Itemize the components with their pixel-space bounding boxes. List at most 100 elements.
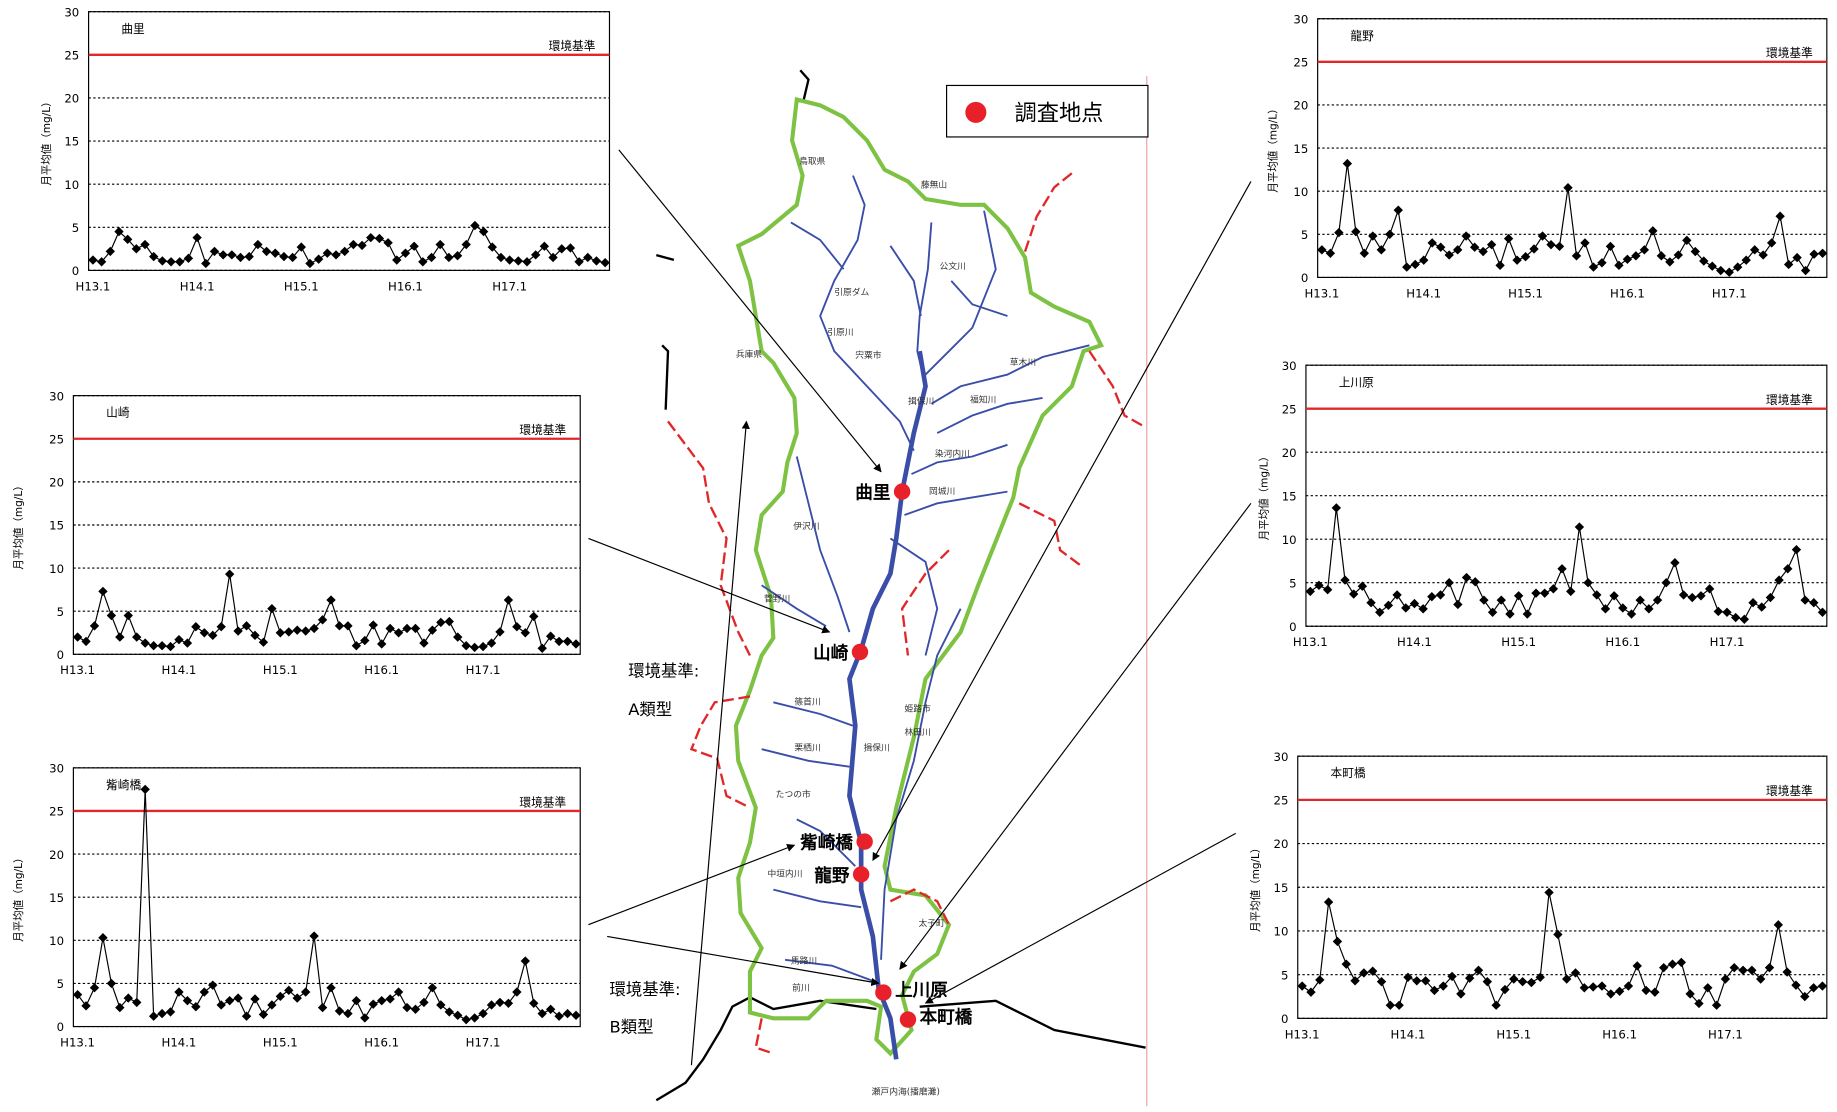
- data-point: [1315, 975, 1325, 985]
- data-point: [520, 956, 530, 966]
- data-point: [1703, 983, 1713, 993]
- data-point: [1696, 591, 1706, 601]
- station-label: 觜崎橋: [800, 833, 853, 854]
- x-tick-label: H13.1: [1285, 1027, 1320, 1041]
- x-tick-label: H17.1: [1712, 286, 1747, 300]
- data-point: [1401, 603, 1411, 613]
- data-point: [1479, 595, 1489, 605]
- data-point: [270, 248, 280, 258]
- data-point: [267, 1000, 277, 1010]
- y-tick-label: 10: [1274, 925, 1289, 939]
- reference-label: 環境基準: [1766, 46, 1813, 60]
- data-point: [1512, 255, 1522, 265]
- data-point: [309, 931, 319, 941]
- data-point: [279, 251, 289, 262]
- data-point: [469, 642, 480, 653]
- data-point: [1722, 607, 1732, 617]
- map-legend: 調査地点: [946, 84, 1149, 138]
- data-point: [233, 626, 243, 636]
- data-point: [1687, 592, 1697, 603]
- data-point: [1350, 976, 1360, 986]
- map-label: 岡城川: [929, 486, 955, 497]
- data-point: [1800, 265, 1811, 276]
- data-point: [537, 643, 547, 653]
- data-point: [418, 257, 428, 267]
- y-axis-label: 月平均値（mg/L）: [12, 852, 25, 941]
- y-tick-label: 20: [49, 476, 64, 490]
- x-tick-label: H13.1: [1304, 286, 1339, 300]
- data-point: [1614, 260, 1624, 271]
- data-point: [267, 603, 277, 614]
- data-point: [199, 628, 209, 638]
- x-tick-label: H13.1: [60, 663, 95, 677]
- main-river: [847, 350, 928, 1060]
- station-dot: [899, 1011, 917, 1028]
- data-point: [478, 641, 488, 652]
- y-tick-label: 25: [64, 49, 79, 63]
- x-tick-label: H14.1: [1391, 1027, 1426, 1041]
- data-point: [1711, 1000, 1722, 1010]
- data-point: [1410, 259, 1420, 270]
- reference-label: 環境基準: [519, 423, 566, 437]
- data-point: [1639, 245, 1650, 255]
- y-axis-label: 月平均値（mg/L）: [1257, 451, 1270, 540]
- data-point: [191, 622, 201, 632]
- data-point: [545, 1004, 556, 1014]
- arrow: [588, 843, 796, 926]
- data-point: [224, 996, 235, 1006]
- y-tick-label: 0: [1281, 1012, 1288, 1026]
- data-point: [402, 1002, 412, 1013]
- y-tick-label: 25: [49, 805, 64, 819]
- legend-label: 調査地点: [1014, 101, 1103, 127]
- data-point: [208, 980, 218, 990]
- data-point: [452, 251, 463, 261]
- data-point: [427, 625, 438, 635]
- data-point: [1470, 577, 1480, 587]
- data-point: [122, 234, 133, 245]
- map-label: 栗栖川: [794, 741, 820, 753]
- x-tick-label: H17.1: [466, 663, 501, 677]
- data-point: [385, 994, 395, 1004]
- data-point: [1588, 982, 1598, 992]
- map-label: 引原川: [827, 327, 853, 338]
- data-point: [322, 248, 333, 258]
- data-point: [140, 638, 150, 648]
- data-point: [1791, 980, 1801, 990]
- data-point: [1783, 564, 1793, 574]
- tributaries: [761, 175, 1090, 982]
- data-point: [1667, 959, 1678, 969]
- x-tick-label: H15.1: [1501, 635, 1536, 649]
- data-point: [1427, 591, 1437, 602]
- y-tick-label: 30: [64, 5, 79, 19]
- data-point: [1461, 572, 1472, 583]
- map-label: 篠首川: [794, 696, 820, 708]
- y-axis-label: 月平均値（mg/L）: [1249, 843, 1262, 932]
- map-label: 草木川: [1010, 356, 1036, 368]
- data-point: [1332, 936, 1343, 947]
- data-point: [1323, 897, 1334, 907]
- chart-title: 本町橋: [1331, 766, 1366, 780]
- data-point: [1707, 261, 1717, 271]
- x-tick-label: H17.1: [1708, 1027, 1743, 1041]
- data-point: [571, 639, 581, 649]
- data-point: [402, 623, 412, 634]
- data-point: [1385, 229, 1395, 239]
- data-point: [1554, 241, 1565, 252]
- station-label: 本町橋: [920, 1007, 973, 1028]
- data-point: [583, 252, 593, 263]
- data-point: [1571, 251, 1582, 261]
- data-point: [72, 989, 83, 1000]
- data-point: [504, 255, 515, 265]
- x-tick-label: H15.1: [284, 279, 319, 293]
- data-point: [513, 256, 524, 266]
- y-tick-label: 15: [49, 519, 64, 533]
- data-point: [166, 257, 176, 267]
- data-point: [1682, 235, 1692, 246]
- map-label: 太子町: [919, 917, 946, 929]
- data-point: [182, 638, 193, 648]
- y-tick-label: 10: [49, 934, 64, 948]
- y-tick-label: 15: [1293, 142, 1308, 156]
- x-tick-label: H16.1: [1602, 1027, 1637, 1041]
